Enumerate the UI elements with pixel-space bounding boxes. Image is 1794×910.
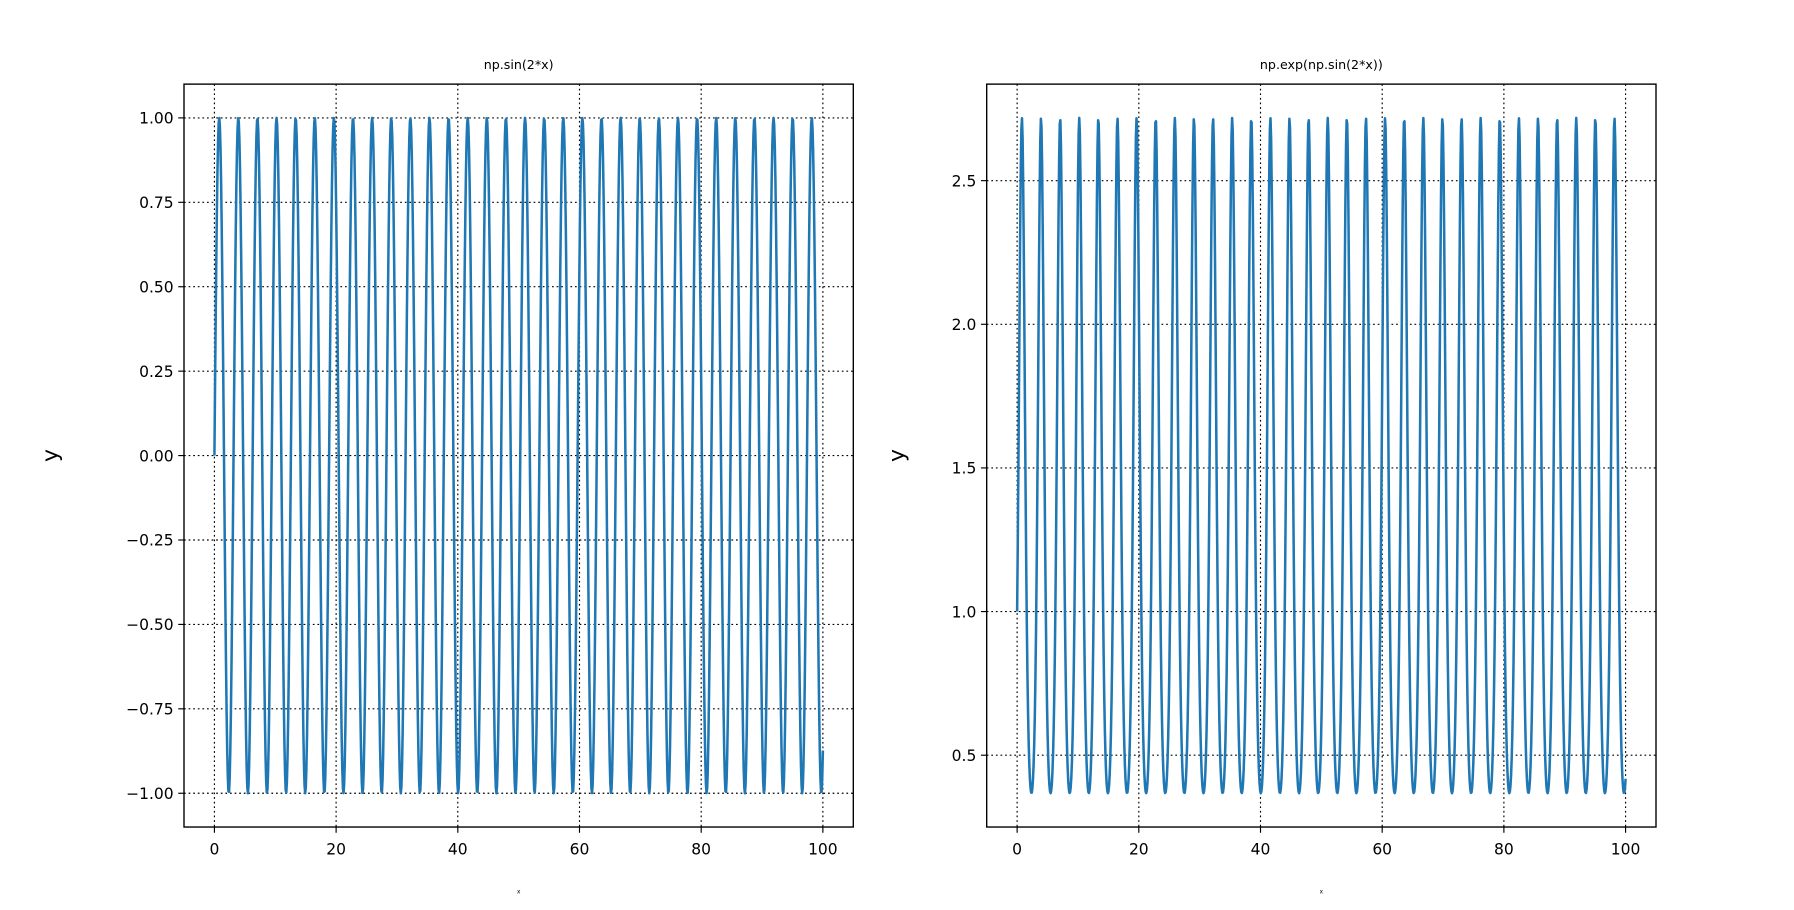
y-tick-label: 1.5 (952, 460, 977, 478)
y-tick-label: −0.50 (126, 616, 174, 634)
x-tick-label: 80 (691, 841, 711, 859)
x-tick-label: 60 (1372, 841, 1392, 859)
y-tick-label: −0.25 (126, 532, 174, 550)
subplot-exp-sin: np.exp(np.sin(2*x)) y x 0 20 40 60 80 100 0.5 1… (885, 57, 1657, 896)
x-tick-label: 60 (570, 841, 590, 859)
y-tick-label: 2.5 (952, 172, 977, 190)
x-tick-label: 40 (448, 841, 468, 859)
x-tick-label: 20 (1129, 841, 1149, 859)
chart-title: np.exp(np.sin(2*x)) (1260, 57, 1383, 72)
axes-frame (986, 83, 1657, 828)
x-tick-label: 20 (326, 841, 346, 859)
series-line (213, 116, 825, 795)
series-line (1015, 116, 1627, 795)
x-tick-label: 80 (1494, 841, 1514, 859)
chart-title: np.sin(2*x) (484, 57, 554, 72)
y-tick-label: 1.00 (139, 110, 174, 128)
x-tick-label: 100 (808, 841, 838, 859)
y-tick-label: −0.75 (126, 701, 174, 719)
y-tick-label: 1.0 (952, 603, 977, 621)
y-tick-label: −1.00 (126, 785, 174, 803)
x-tick-label: 40 (1251, 841, 1271, 859)
y-axis-label: y (39, 449, 64, 462)
x-tick-label: 100 (1611, 841, 1641, 859)
subplot-sin: np.sin(2*x) y x 0 20 40 60 80 100 −1.00 −0.75 −0… (39, 57, 854, 896)
y-axis-label: y (885, 449, 910, 462)
y-tick-label: 2.0 (952, 316, 977, 334)
y-tick-label: 0.25 (139, 363, 174, 381)
y-tick-label: 0.50 (139, 278, 174, 296)
x-tick-label: 0 (1012, 841, 1022, 859)
x-axis-label: x (1320, 890, 1324, 896)
x-axis-label: x (517, 890, 521, 896)
y-tick-label: 0.5 (952, 747, 977, 765)
x-tick-label: 0 (209, 841, 219, 859)
y-tick-label: 0.00 (139, 447, 174, 465)
y-tick-label: 0.75 (139, 194, 174, 212)
axes-frame (183, 83, 854, 828)
